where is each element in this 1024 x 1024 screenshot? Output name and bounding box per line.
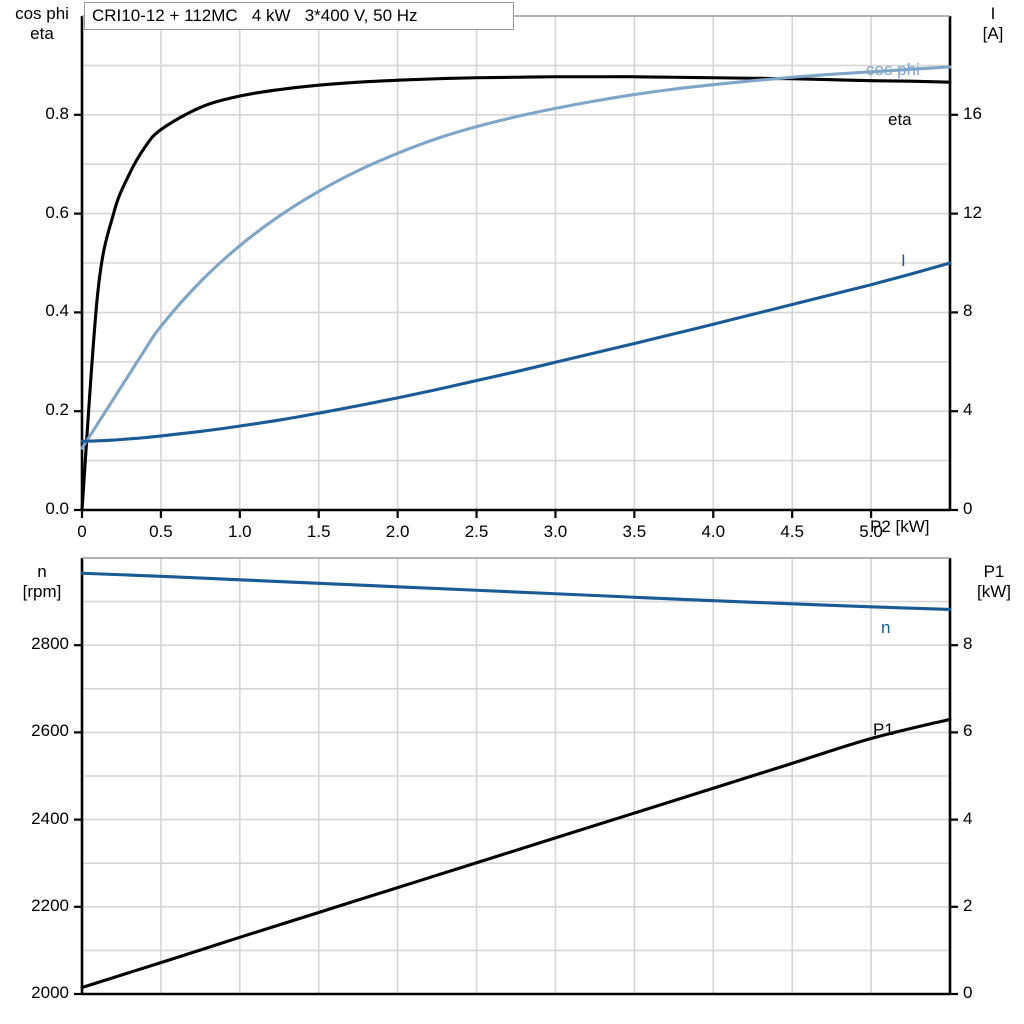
tick-label: 0 <box>963 983 973 1002</box>
curve-label-power: P1 <box>873 720 894 739</box>
tick-label: 0.6 <box>45 202 69 222</box>
top-left-axis-title: cos phi eta <box>15 4 69 43</box>
tick-label: 2400 <box>31 808 69 828</box>
page-title: CRI10-12 + 112MC 4 kW 3*400 V, 50 Hz <box>92 6 418 25</box>
tick-label: 12 <box>963 202 982 222</box>
curve-eta <box>80 75 952 512</box>
tick-label: 3.0 <box>543 522 568 541</box>
tick-label: 2800 <box>31 634 69 654</box>
tick-label: 4.0 <box>701 522 726 541</box>
bottom-chart-ticks <box>74 644 958 996</box>
bottom-chart-panel: n [rpm] P1 [kW] 2000 2200 2400 2600 2800 0 2 4… <box>0 540 1024 1024</box>
top-x-axis-label: P2 [kW] <box>870 517 930 536</box>
top-right-axis-title: I [A] <box>982 4 1004 43</box>
tick-label: 5.0 <box>859 522 883 541</box>
tick-label: 0.5 <box>149 522 173 541</box>
tick-label: 8 <box>963 301 973 321</box>
tick-label: 2 <box>963 895 973 915</box>
tick-label: 16 <box>963 103 982 123</box>
tick-label: 6 <box>963 721 973 741</box>
tick-label: 2200 <box>31 895 69 915</box>
tick-label: 4.5 <box>780 522 804 541</box>
curve-I <box>80 261 952 443</box>
tick-label: 2.5 <box>464 522 489 541</box>
curve-cos-phi <box>80 65 952 450</box>
tick-label: 0.2 <box>45 400 69 420</box>
curve-label-current: I <box>901 251 906 270</box>
curve-P1 <box>80 717 952 990</box>
tick-label: 0.0 <box>45 499 69 518</box>
tick-label: 0.4 <box>45 301 69 321</box>
bottom-chart-curves <box>80 571 952 990</box>
bottom-chart-frame <box>80 557 952 996</box>
tick-label: 1.5 <box>306 522 331 541</box>
top-chart-ticks <box>74 113 958 518</box>
bottom-chart-svg <box>74 557 958 996</box>
tick-label: 2000 <box>31 983 69 1002</box>
tick-label: 2.0 <box>385 522 410 541</box>
tick-label: 3.5 <box>622 522 647 541</box>
tick-label: 2600 <box>31 721 69 741</box>
tick-label: 4 <box>963 808 973 828</box>
curve-label-cos-phi: cos phi <box>866 60 920 79</box>
bottom-right-axis-title: P1 [kW] <box>977 562 1011 601</box>
curve-n <box>80 571 952 611</box>
bottom-chart-gridlines <box>82 558 950 994</box>
top-chart-panel: cos phi eta I [A] 0.0 0.2 0.4 0.6 0.8 0 4 8 12 1… <box>15 4 1004 541</box>
chart-title-box: CRI10-12 + 112MC 4 kW 3*400 V, 50 Hz <box>84 2 514 30</box>
tick-label: 1.0 <box>227 522 252 541</box>
tick-label: 0 <box>77 522 87 541</box>
tick-label: 0.8 <box>45 103 69 123</box>
bottom-left-axis-title: n [rpm] <box>22 562 62 601</box>
tick-label: 4 <box>963 400 973 420</box>
curve-label-speed: n <box>881 618 891 637</box>
tick-label: 0 <box>963 499 973 518</box>
top-chart-curves <box>80 65 952 512</box>
curve-label-eta: eta <box>888 110 912 129</box>
tick-label: 8 <box>963 634 973 654</box>
top-chart-gridlines <box>82 16 950 510</box>
top-chart-svg <box>74 15 958 518</box>
